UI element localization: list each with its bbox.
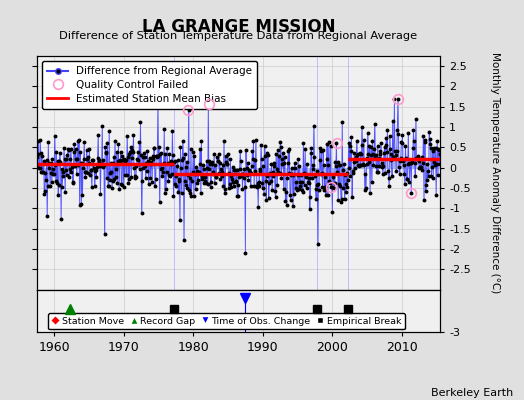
- Text: LA GRANGE MISSION: LA GRANGE MISSION: [141, 18, 335, 36]
- Text: Berkeley Earth: Berkeley Earth: [431, 388, 514, 398]
- Y-axis label: Monthly Temperature Anomaly Difference (°C): Monthly Temperature Anomaly Difference (…: [490, 52, 500, 293]
- Legend: Difference from Regional Average, Quality Control Failed, Estimated Station Mean: Difference from Regional Average, Qualit…: [42, 61, 257, 109]
- Text: Difference of Station Temperature Data from Regional Average: Difference of Station Temperature Data f…: [59, 31, 418, 41]
- Legend: Station Move, Record Gap, Time of Obs. Change, Empirical Break: Station Move, Record Gap, Time of Obs. C…: [48, 313, 405, 330]
